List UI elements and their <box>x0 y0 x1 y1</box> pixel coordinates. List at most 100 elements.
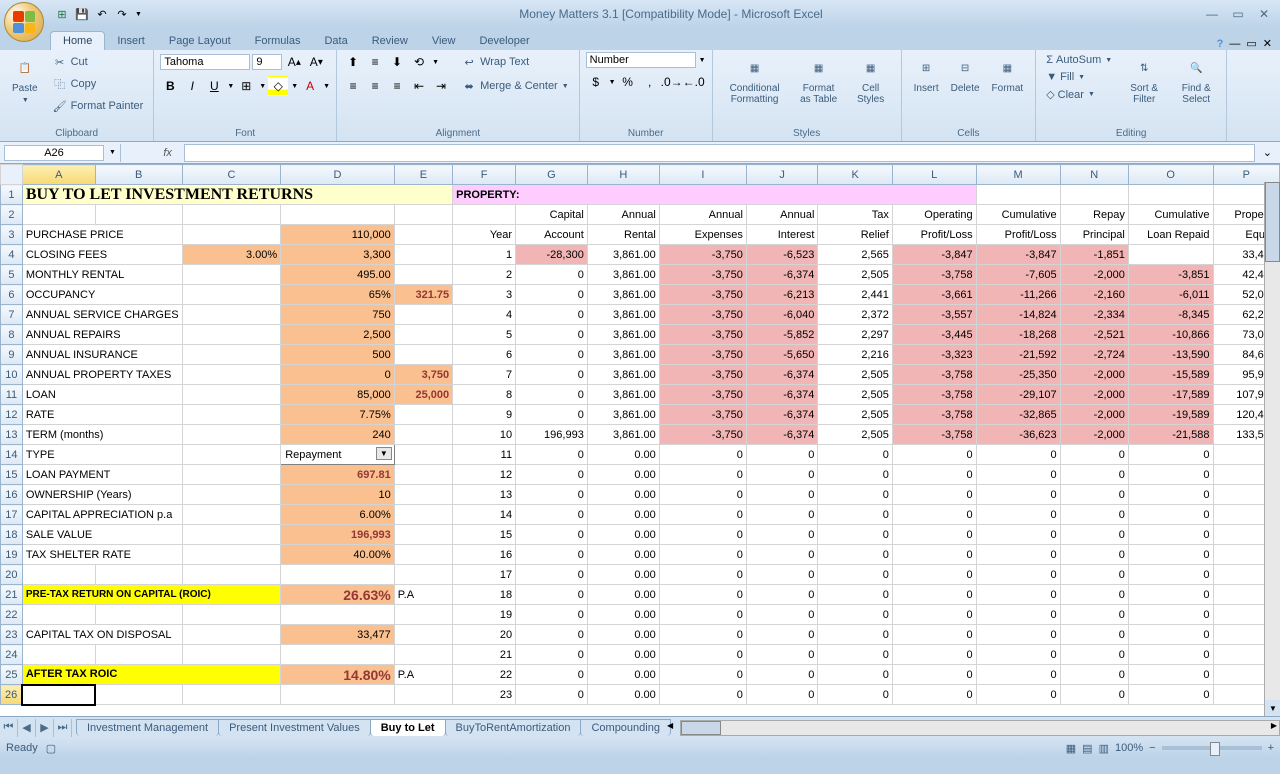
op-pl-cell[interactable]: -3,323 <box>892 345 976 365</box>
param-extra[interactable] <box>394 425 452 445</box>
op-pl-cell[interactable]: -3,661 <box>892 285 976 305</box>
increase-indent-button[interactable]: ⇥ <box>431 76 451 96</box>
delete-cells-button[interactable]: ⊟Delete <box>945 52 986 98</box>
relief-cell[interactable]: 0 <box>818 625 892 645</box>
year-cell[interactable]: 13 <box>453 485 516 505</box>
paste-button[interactable]: 📋Paste▼ <box>6 52 44 116</box>
sheet-tab[interactable]: BuyToRentAmortization <box>445 719 582 736</box>
rental-cell[interactable]: 3,861.00 <box>587 345 659 365</box>
expenses-cell[interactable]: -3,750 <box>659 245 746 265</box>
param-pct[interactable] <box>182 445 281 465</box>
zoom-in-button[interactable]: + <box>1268 742 1274 754</box>
disposal-label[interactable]: CAPITAL TAX ON DISPOSAL <box>22 625 182 645</box>
repay-cell[interactable]: 0 <box>1060 665 1128 685</box>
op-pl-cell[interactable]: 0 <box>892 565 976 585</box>
row-header-5[interactable]: 5 <box>1 265 23 285</box>
merge-center-button[interactable]: ⬌Merge & Center▼ <box>457 76 573 96</box>
data-header[interactable]: Annual <box>746 205 817 225</box>
tab-home[interactable]: Home <box>50 31 105 50</box>
expenses-cell[interactable]: 0 <box>659 485 746 505</box>
after-tax-unit[interactable]: P.A <box>394 665 452 685</box>
rental-cell[interactable]: 0.00 <box>587 545 659 565</box>
sort-filter-button[interactable]: ⇅Sort & Filter <box>1120 52 1168 109</box>
capital-cell[interactable]: 0 <box>516 265 588 285</box>
interest-cell[interactable]: -6,374 <box>746 265 817 285</box>
year-cell[interactable]: 22 <box>453 665 516 685</box>
capital-cell[interactable]: 0 <box>516 485 588 505</box>
interest-cell[interactable]: 0 <box>746 525 817 545</box>
loan-repaid-cell[interactable]: 0 <box>1128 665 1213 685</box>
interest-cell[interactable]: 0 <box>746 605 817 625</box>
relief-cell[interactable]: 0 <box>818 645 892 665</box>
row-header-7[interactable]: 7 <box>1 305 23 325</box>
capital-cell[interactable]: 0 <box>516 285 588 305</box>
expenses-cell[interactable]: -3,750 <box>659 285 746 305</box>
year-cell[interactable]: 3 <box>453 285 516 305</box>
year-cell[interactable]: 21 <box>453 645 516 665</box>
data-header[interactable]: Tax <box>818 205 892 225</box>
year-cell[interactable]: 4 <box>453 305 516 325</box>
tab-formulas[interactable]: Formulas <box>243 32 313 50</box>
op-pl-cell[interactable]: 0 <box>892 685 976 705</box>
sheet-first-button[interactable]: ⏮ <box>0 719 18 737</box>
rental-cell[interactable]: 0.00 <box>587 625 659 645</box>
find-select-button[interactable]: 🔍Find & Select <box>1172 52 1220 109</box>
year-cell[interactable]: 12 <box>453 465 516 485</box>
param-label[interactable]: ANNUAL SERVICE CHARGES <box>22 305 182 325</box>
zoom-level[interactable]: 100% <box>1115 742 1143 754</box>
disposal-value[interactable]: 33,477 <box>281 625 395 645</box>
rental-cell[interactable]: 0.00 <box>587 645 659 665</box>
year-cell[interactable]: 18 <box>453 585 516 605</box>
param-pct[interactable] <box>182 545 281 565</box>
align-left-button[interactable]: ≡ <box>343 76 363 96</box>
loan-repaid-cell[interactable]: 0 <box>1128 445 1213 465</box>
expenses-cell[interactable]: -3,750 <box>659 305 746 325</box>
relief-cell[interactable]: 0 <box>818 445 892 465</box>
data-header[interactable]: Cumulative <box>976 205 1060 225</box>
param-label[interactable]: LOAN PAYMENT <box>22 465 182 485</box>
repay-cell[interactable]: 0 <box>1060 645 1128 665</box>
param-value[interactable]: 6.00% <box>281 505 395 525</box>
relief-cell[interactable]: 2,505 <box>818 425 892 445</box>
loan-repaid-cell[interactable]: -15,589 <box>1128 365 1213 385</box>
col-header-F[interactable]: F <box>453 165 516 185</box>
cum-pl-cell[interactable]: -32,865 <box>976 405 1060 425</box>
col-header-D[interactable]: D <box>281 165 395 185</box>
tab-view[interactable]: View <box>420 32 468 50</box>
rental-cell[interactable]: 3,861.00 <box>587 405 659 425</box>
align-right-button[interactable]: ≡ <box>387 76 407 96</box>
data-header[interactable]: Operating <box>892 205 976 225</box>
param-label[interactable]: MONTHLY RENTAL <box>22 265 182 285</box>
zoom-slider[interactable] <box>1162 746 1262 750</box>
interest-cell[interactable]: 0 <box>746 445 817 465</box>
op-pl-cell[interactable]: -3,445 <box>892 325 976 345</box>
col-header-K[interactable]: K <box>818 165 892 185</box>
param-label[interactable]: OCCUPANCY <box>22 285 182 305</box>
cum-pl-cell[interactable]: 0 <box>976 665 1060 685</box>
param-pct[interactable] <box>182 405 281 425</box>
cum-pl-cell[interactable]: 0 <box>976 605 1060 625</box>
interest-cell[interactable]: 0 <box>746 565 817 585</box>
expenses-cell[interactable]: 0 <box>659 445 746 465</box>
op-pl-cell[interactable]: -3,758 <box>892 405 976 425</box>
property-label[interactable]: PROPERTY: <box>453 185 976 205</box>
relief-cell[interactable]: 2,565 <box>818 245 892 265</box>
row-header-17[interactable]: 17 <box>1 505 23 525</box>
param-label[interactable]: ANNUAL REPAIRS <box>22 325 182 345</box>
param-pct[interactable] <box>182 525 281 545</box>
expenses-cell[interactable]: 0 <box>659 685 746 705</box>
cum-pl-cell[interactable]: 0 <box>976 485 1060 505</box>
capital-cell[interactable]: 0 <box>516 585 588 605</box>
rental-cell[interactable]: 0.00 <box>587 465 659 485</box>
param-value[interactable]: 110,000 <box>281 225 395 245</box>
col-header-N[interactable]: N <box>1060 165 1128 185</box>
loan-repaid-cell[interactable]: -8,345 <box>1128 305 1213 325</box>
op-pl-cell[interactable]: 0 <box>892 625 976 645</box>
cum-pl-cell[interactable]: 0 <box>976 525 1060 545</box>
capital-cell[interactable]: 0 <box>516 625 588 645</box>
repay-cell[interactable]: 0 <box>1060 525 1128 545</box>
insert-cells-button[interactable]: ⊞Insert <box>908 52 945 98</box>
expenses-cell[interactable]: -3,750 <box>659 405 746 425</box>
capital-cell[interactable]: 0 <box>516 325 588 345</box>
relief-cell[interactable]: 2,505 <box>818 405 892 425</box>
